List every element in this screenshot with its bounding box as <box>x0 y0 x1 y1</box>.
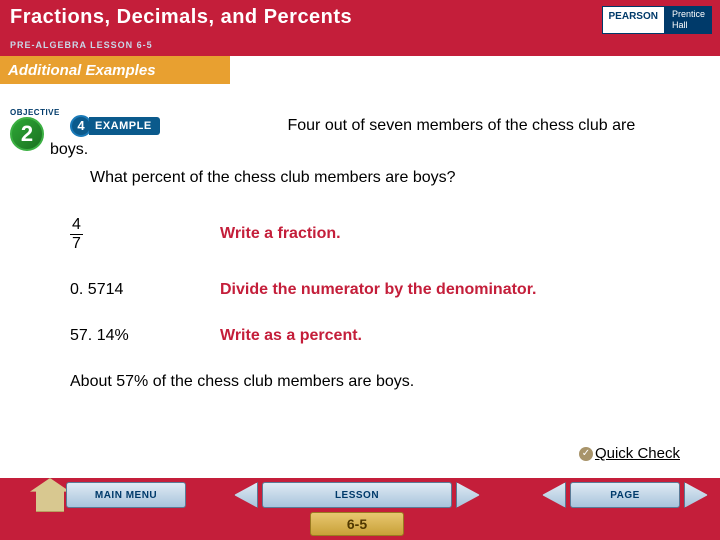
step-value: 4 7 <box>70 216 220 253</box>
page-prev-arrow-icon[interactable] <box>542 482 566 508</box>
problem-line-2: What percent of the chess club members a… <box>90 166 670 190</box>
step-description: Write as a percent. <box>220 327 362 345</box>
lesson-button[interactable]: LESSON <box>262 482 452 508</box>
step-value: 57. 14% <box>70 327 220 345</box>
lesson-next-arrow-icon[interactable] <box>456 482 480 508</box>
page-title: Fractions, Decimals, and Percents <box>10 6 352 29</box>
step-value: 0. 5714 <box>70 281 220 299</box>
example-label: EXAMPLE <box>89 117 160 135</box>
problem-block: 4 EXAMPLE Four out of seven members of t… <box>50 114 670 190</box>
publisher-logo: PEARSON Prentice Hall <box>602 6 712 34</box>
lesson-number-badge: 6-5 <box>310 512 404 536</box>
lesson-prev-arrow-icon[interactable] <box>234 482 258 508</box>
step-description: Write a fraction. <box>220 225 341 243</box>
prentice-hall-label: Prentice Hall <box>665 6 712 34</box>
step-row: 4 7 Write a fraction. <box>70 216 670 253</box>
objective-number: 2 <box>10 117 44 151</box>
step-description: Divide the numerator by the denominator. <box>220 281 537 299</box>
main-menu-button[interactable]: MAIN MENU <box>66 482 186 508</box>
pearson-label: PEARSON <box>602 6 665 34</box>
example-badge: 4 EXAMPLE <box>70 115 160 137</box>
fraction: 4 7 <box>70 216 83 252</box>
quick-check-link[interactable]: ✓Quick Check <box>579 445 680 462</box>
step-row: 57. 14% Write as a percent. <box>70 327 670 345</box>
check-icon: ✓ <box>579 447 593 461</box>
page-next-arrow-icon[interactable] <box>684 482 708 508</box>
home-icon[interactable] <box>30 478 70 512</box>
conclusion-text: About 57% of the chess club members are … <box>70 373 670 391</box>
section-label: Additional Examples <box>8 62 156 79</box>
steps-list: 4 7 Write a fraction. 0. 5714 Divide the… <box>70 216 670 345</box>
content-area: OBJECTIVE 2 4 EXAMPLE Four out of seven … <box>0 84 720 401</box>
objective-badge: OBJECTIVE 2 <box>10 108 60 151</box>
objective-label: OBJECTIVE <box>10 108 60 117</box>
section-bar: Additional Examples <box>0 56 230 84</box>
page-button[interactable]: PAGE <box>570 482 680 508</box>
footer-bar: MAIN MENU LESSON PAGE 6-5 <box>0 478 720 540</box>
step-row: 0. 5714 Divide the numerator by the deno… <box>70 281 670 299</box>
header-bar: Fractions, Decimals, and Percents PRE-AL… <box>0 0 720 56</box>
lesson-subtitle: PRE-ALGEBRA LESSON 6-5 <box>10 40 153 50</box>
